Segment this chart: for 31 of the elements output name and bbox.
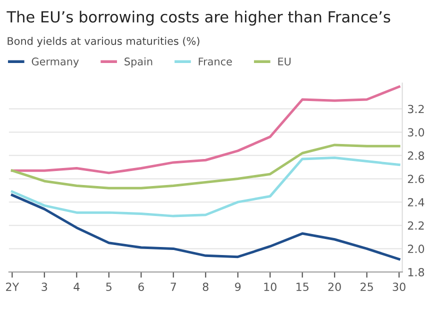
y-tick-label: 1.8 bbox=[408, 268, 424, 276]
x-tick-label: 8 bbox=[202, 282, 208, 292]
x-tick-label: 3 bbox=[42, 282, 48, 292]
legend-label: EU bbox=[278, 58, 291, 66]
line-series bbox=[10, 144, 400, 190]
x-tick-label: 25 bbox=[360, 282, 373, 292]
line-series bbox=[10, 194, 400, 260]
y-tick-label: 3.2 bbox=[408, 104, 424, 114]
y-tick-label: 2.8 bbox=[408, 151, 424, 160]
chart-subtitle: Bond yields at various maturities (%) bbox=[8, 36, 200, 47]
x-tick-label: 20 bbox=[328, 282, 341, 292]
chart-title: The EU’s borrowing costs are higher than France’s bbox=[6, 10, 390, 26]
x-tick-label: 5 bbox=[106, 282, 112, 292]
x-tick-label: 7 bbox=[170, 282, 176, 291]
x-tick-label: 4 bbox=[74, 282, 80, 291]
y-tick-label: 2.2 bbox=[408, 221, 424, 230]
y-tick-label: 2.6 bbox=[408, 174, 424, 184]
x-tick-label: 6 bbox=[138, 282, 144, 292]
x-tick-label: 30 bbox=[392, 282, 406, 292]
x-tick-label: 2Y bbox=[6, 282, 20, 291]
y-tick-label: 2.0 bbox=[408, 244, 424, 254]
x-tick-label: 10 bbox=[264, 282, 276, 292]
y-tick-label: 3.0 bbox=[408, 128, 424, 137]
legend-label: France bbox=[198, 58, 232, 66]
line-series bbox=[10, 156, 400, 218]
legend-label: Spain bbox=[124, 57, 152, 68]
legend-label: Germany bbox=[32, 58, 79, 68]
x-tick-label: 9 bbox=[235, 282, 241, 292]
y-tick-label: 2.4 bbox=[408, 198, 424, 206]
line-series bbox=[10, 85, 400, 174]
x-tick-label: 15 bbox=[296, 282, 308, 292]
